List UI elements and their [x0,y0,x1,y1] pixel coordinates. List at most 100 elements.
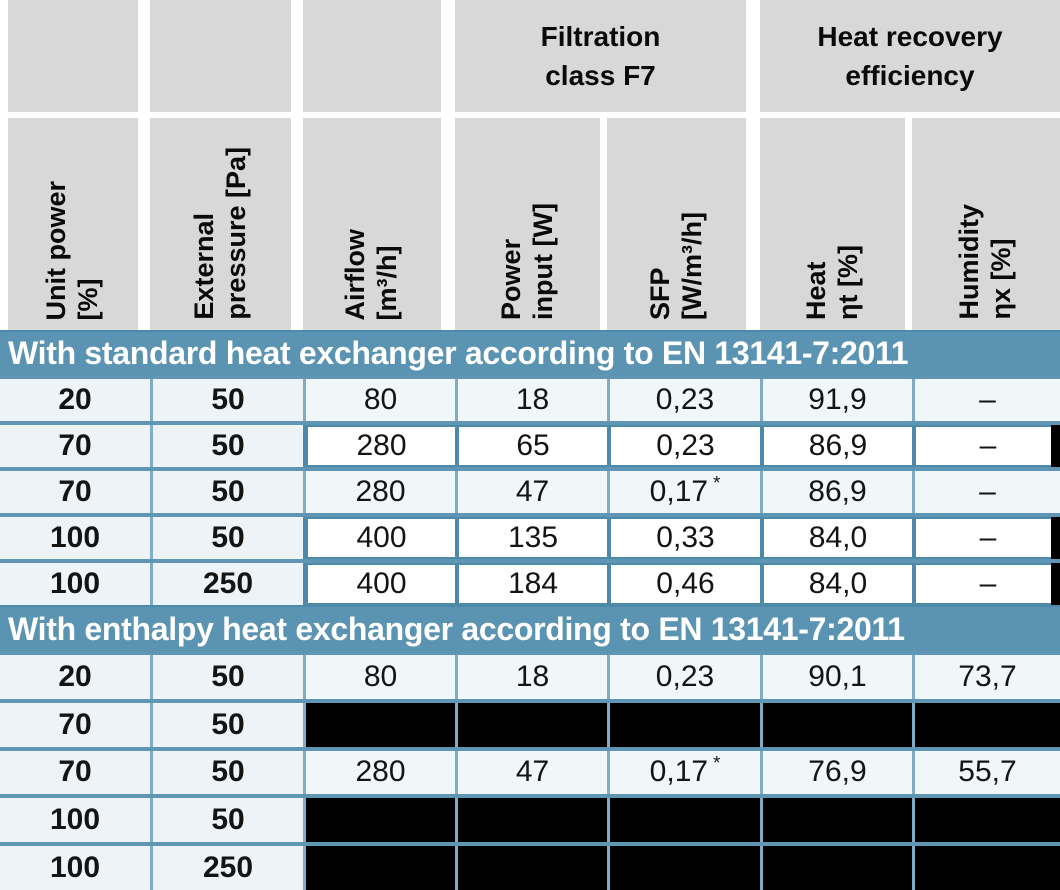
col-header-humidity-efficiency: Humidity ηx [%] [912,118,1060,330]
table-cell: 70 [0,750,150,795]
redacted-cell [912,702,1060,747]
table-section: With standard heat exchanger according t… [0,330,1060,605]
table-cell: 20 [0,655,150,699]
table-cell: 84,0 [760,517,912,559]
redacted-cell [607,846,760,890]
table-cell: 280 [303,471,455,513]
table-cell: – [912,563,1060,605]
group-header-filtration-line1: Filtration [540,20,661,52]
col-header-power-input-line1: Power [495,238,526,320]
redacted-cell [760,846,912,890]
table-cell: 100 [0,517,150,559]
col-header-power-input-line2: input [W] [527,203,558,320]
col-header-heat-efficiency-line1: Heat [800,261,831,320]
redacted-cell [760,702,912,747]
table-row: 70 50 280 47 0,17 * 76,9 55,7 [0,746,1060,795]
table-cell: 50 [150,425,303,467]
col-header-external-pressure-line2: pressure [Pa] [220,147,251,320]
table-cell: 250 [150,563,303,605]
table-cell: 100 [0,798,150,843]
col-header-sfp: SFP [W/m³/h] [607,118,746,330]
footnote-asterisk: * [713,752,721,774]
table-cell: 0,23 [607,379,760,421]
table-body: With standard heat exchanger according t… [0,330,1060,890]
table-row: 20 50 80 18 0,23 90,1 73,7 [0,651,1060,699]
redacted-cell [303,846,455,890]
table-cell: 400 [303,517,455,559]
table-cell: 0,23 [607,655,760,699]
header-spacer-external-pressure [150,0,291,112]
col-header-power-input: Power input [W] [455,118,600,330]
table-cell: 84,0 [760,563,912,605]
redacted-cell [303,702,455,747]
table-cell: 18 [455,379,607,421]
header-spacer-unit-power [8,0,138,112]
table-cell: – [912,471,1060,513]
table-cell: 80 [303,379,455,421]
col-header-heat-efficiency-line2: ηt [%] [832,245,863,320]
redacted-cell [455,702,607,747]
table-cell: 0,17 * [607,471,760,513]
redacted-cell [912,798,1060,843]
table-cell: 50 [150,471,303,513]
col-header-humidity-efficiency-line2: ηx [%] [986,239,1016,320]
header-group-band: Filtration class F7 Heat recovery effici… [0,0,1060,112]
table-cell: 0,17 * [607,750,760,795]
col-header-sfp-line1: SFP [644,267,675,320]
table-cell: 50 [150,702,303,747]
redacted-cell [303,798,455,843]
col-header-external-pressure: External pressure [Pa] [150,118,291,330]
col-header-airflow: Airflow [m³/h] [303,118,441,330]
table-cell: 280 [303,425,455,467]
table-cell: 135 [455,517,607,559]
col-header-unit-power-line2: [%] [73,278,103,320]
redacted-cell [607,798,760,843]
group-header-heat-recovery: Heat recovery efficiency [760,0,1060,112]
table-header: Filtration class F7 Heat recovery effici… [0,0,1060,330]
footnote-asterisk: * [713,471,721,493]
table-row: 70 50 [0,698,1060,747]
redacted-cell [455,846,607,890]
group-header-filtration-line2: class F7 [545,60,656,91]
table-cell: 280 [303,750,455,795]
table-cell: 55,7 [912,750,1060,795]
table-cell: 400 [303,563,455,605]
table-row: 100 250 400 184 0,46 84,0– [0,559,1060,605]
table-cell: 70 [0,702,150,747]
col-header-humidity-efficiency-line1: Humidity [954,204,985,320]
table-cell: – [912,379,1060,421]
redacted-cell [455,798,607,843]
table-cell: 184 [455,563,607,605]
table-cell: 50 [150,517,303,559]
table-cell: 76,9 [760,750,912,795]
header-spacer-airflow [303,0,441,112]
table-cell: 47 [455,471,607,513]
table-row: 20 50 80 18 0,23 91,9– [0,375,1060,421]
table-cell: 20 [0,379,150,421]
table-cell: 86,9 [760,425,912,467]
col-header-sfp-line2: [W/m³/h] [676,212,707,320]
table-cell: 47 [455,750,607,795]
col-header-airflow-line2: [m³/h] [372,245,402,320]
table-cell: – [912,425,1060,467]
table-cell: – [912,517,1060,559]
col-header-heat-efficiency: Heat ηt [%] [760,118,905,330]
table-cell: 70 [0,471,150,513]
col-header-unit-power: Unit power [%] [8,118,138,330]
table-row: 70 50 280 47 0,17 * 86,9– [0,467,1060,513]
table-section: With enthalpy heat exchanger according t… [0,605,1060,890]
table-cell: 18 [455,655,607,699]
table-cell: 250 [150,846,303,890]
redacted-cell [607,702,760,747]
table-cell: 0,46 [607,563,760,605]
col-header-unit-power-line1: Unit power [41,180,72,321]
redacted-cell [760,798,912,843]
table-row: 100 50 [0,794,1060,843]
group-header-heat-recovery-line1: Heat recovery [817,20,1003,52]
col-header-airflow-line1: Airflow [340,228,371,321]
table-cell: 91,9 [760,379,912,421]
section-header: With enthalpy heat exchanger according t… [0,605,1060,651]
col-header-external-pressure-line1: External [188,213,219,320]
table-row: 100 50 400 135 0,33 84,0– [0,513,1060,559]
